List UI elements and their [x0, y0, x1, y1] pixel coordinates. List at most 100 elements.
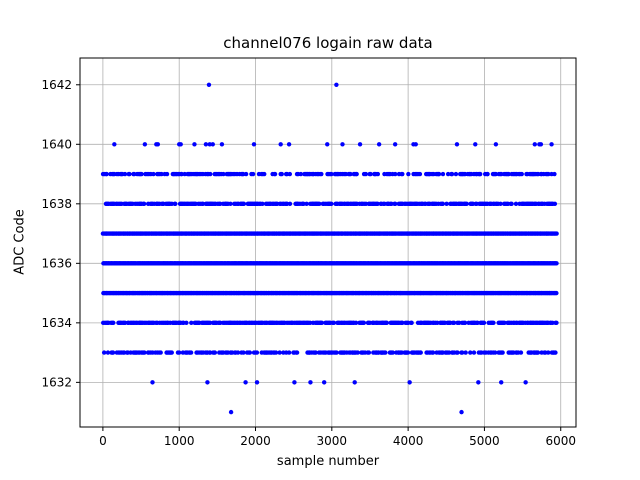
data-point [212, 350, 218, 355]
data-point [368, 171, 373, 177]
data-point [430, 350, 436, 355]
data-point [178, 142, 183, 147]
data-point [101, 350, 107, 355]
data-point [506, 171, 511, 177]
x-tick-label: 1000 [164, 434, 195, 448]
data-point [538, 142, 544, 147]
data-point [169, 350, 174, 355]
data-point [445, 171, 451, 177]
data-point [464, 201, 469, 207]
data-point [247, 350, 253, 355]
data-point [500, 350, 505, 355]
data-point [471, 350, 477, 355]
data-point [298, 171, 304, 177]
data-point [188, 350, 194, 355]
data-point [158, 350, 163, 355]
data-point [352, 380, 357, 385]
data-point [127, 171, 132, 177]
data-point [446, 350, 452, 355]
data-point [554, 320, 559, 326]
data-point [456, 320, 462, 326]
data-point [363, 171, 369, 177]
data-point [493, 171, 499, 177]
y-tick-label: 1640 [41, 137, 72, 151]
data-point [207, 142, 212, 147]
data-point [104, 171, 109, 177]
data-point [354, 171, 359, 177]
data-point [105, 350, 111, 355]
data-point [179, 171, 184, 177]
y-tick-label: 1642 [41, 78, 72, 92]
data-point [241, 201, 247, 207]
data-point [262, 171, 267, 177]
data-point [122, 171, 128, 177]
x-tick-label: 3000 [317, 434, 348, 448]
data-point [250, 171, 256, 177]
data-point [407, 380, 412, 385]
data-point [357, 142, 363, 147]
data-point [319, 320, 325, 326]
data-point [393, 201, 398, 207]
data-point [110, 350, 116, 355]
x-tick-label: 0 [99, 434, 107, 448]
data-point [142, 142, 148, 147]
data-point [353, 320, 359, 326]
data-point [361, 320, 367, 326]
data-point [176, 350, 182, 355]
data-point [217, 201, 223, 207]
grid-lines [80, 58, 576, 427]
chart-title: channel076 logain raw data [223, 34, 433, 52]
data-point [208, 171, 213, 177]
data-point [451, 320, 457, 326]
data-point [192, 142, 197, 147]
data-point [392, 142, 398, 147]
data-point [184, 320, 189, 326]
data-point [502, 320, 507, 326]
data-point [393, 171, 398, 177]
data-point [355, 350, 360, 355]
y-tick-label: 1638 [41, 197, 72, 211]
data-point [376, 142, 382, 147]
data-point [164, 171, 170, 177]
data-point [340, 142, 345, 147]
data-point [499, 380, 504, 385]
data-point [304, 201, 309, 207]
data-point [476, 380, 481, 385]
data-point [400, 320, 405, 326]
data-point [111, 320, 116, 326]
x-axis-label: sample number [276, 454, 380, 469]
data-point [549, 142, 554, 147]
data-point [366, 350, 372, 355]
data-point [454, 142, 460, 147]
data-point [241, 350, 246, 355]
data-point [473, 142, 478, 147]
data-point [287, 201, 293, 207]
data-point [513, 201, 519, 207]
data-point [203, 142, 209, 147]
data-point [254, 380, 260, 385]
data-point [279, 171, 284, 177]
data-point [554, 231, 559, 236]
data-point [219, 142, 225, 147]
data-point [453, 171, 459, 177]
data-point [532, 142, 537, 147]
data-point [228, 409, 234, 415]
data-point [553, 350, 558, 355]
data-point [440, 171, 446, 177]
data-point [189, 320, 194, 326]
data-point [498, 201, 503, 207]
data-point [348, 171, 353, 177]
data-point [460, 350, 465, 355]
data-point [235, 350, 241, 355]
data-point [221, 171, 226, 177]
data-point [334, 350, 339, 355]
data-point [151, 171, 156, 177]
data-point [389, 201, 394, 207]
y-tick-label: 1634 [41, 316, 72, 330]
data-point [251, 142, 257, 147]
data-point [518, 350, 524, 355]
data-point [459, 409, 464, 415]
data-point [325, 142, 330, 147]
data-point [294, 350, 300, 355]
data-point [436, 171, 442, 177]
